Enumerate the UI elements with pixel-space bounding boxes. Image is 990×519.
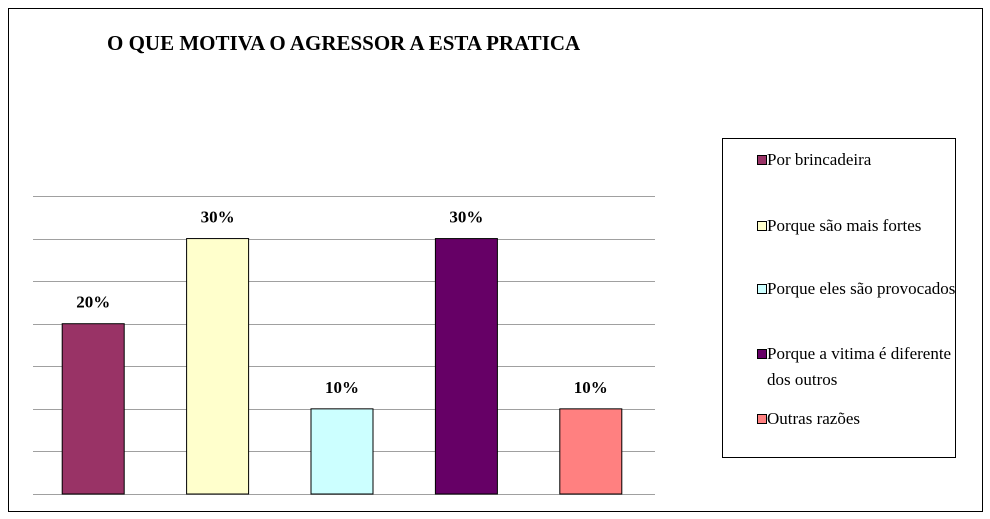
data-label: 20% bbox=[76, 293, 110, 312]
bar bbox=[61, 323, 125, 495]
bar bbox=[559, 408, 623, 495]
legend-item: Por brincadeira bbox=[757, 147, 967, 173]
bar bbox=[434, 238, 498, 495]
legend-item: Porque eles são provocados bbox=[757, 276, 967, 302]
data-label: 10% bbox=[325, 378, 359, 397]
chart-title: O QUE MOTIVA O AGRESSOR A ESTA PRATICA bbox=[107, 31, 581, 55]
legend-label: Porque a vitima é diferente dos outros bbox=[767, 344, 952, 389]
legend-label: Outras razões bbox=[767, 409, 860, 428]
legend: Por brincadeira Porque são mais fortes Por… bbox=[722, 138, 956, 458]
legend-marker bbox=[757, 414, 767, 424]
legend-marker bbox=[757, 349, 767, 359]
data-label: 30% bbox=[449, 208, 483, 227]
legend-item: Outras razões bbox=[757, 406, 967, 432]
legend-label: Por brincadeira bbox=[767, 150, 872, 169]
legend-item: Porque a vitima é diferente dos outros bbox=[757, 341, 967, 393]
legend-label: Porque eles são provocados bbox=[767, 279, 956, 298]
data-label: 30% bbox=[201, 208, 235, 227]
legend-label: Porque são mais fortes bbox=[767, 216, 922, 235]
legend-item: Porque são mais fortes bbox=[757, 213, 967, 239]
bar bbox=[310, 408, 374, 495]
legend-marker bbox=[757, 221, 767, 231]
chart-border bbox=[8, 8, 983, 512]
data-label: 10% bbox=[574, 378, 608, 397]
bar bbox=[186, 238, 250, 495]
legend-marker bbox=[757, 155, 767, 165]
legend-marker bbox=[757, 284, 767, 294]
